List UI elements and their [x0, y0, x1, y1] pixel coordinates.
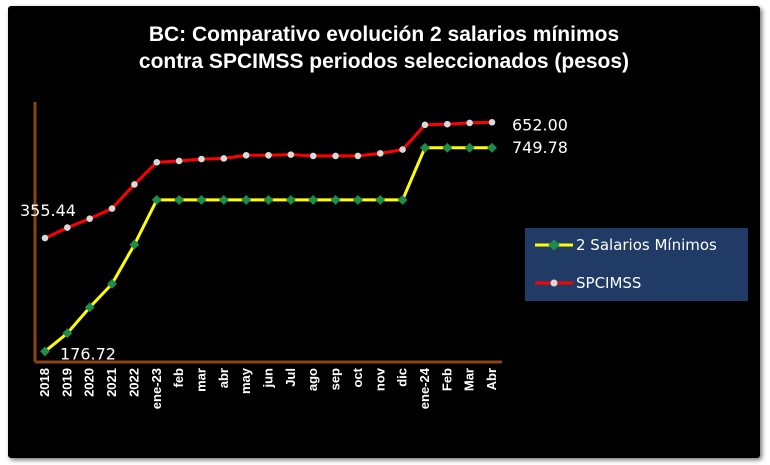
x-tick-label: ago — [305, 368, 320, 391]
point-1-0 — [41, 234, 49, 242]
point-1-9 — [242, 151, 250, 159]
point-0-17 — [420, 142, 430, 153]
point-0-19 — [464, 142, 475, 153]
point-1-13 — [332, 152, 339, 160]
point-0-20 — [487, 142, 497, 153]
point-0-10 — [263, 194, 274, 205]
point-1-10 — [265, 151, 272, 159]
x-tick-label: oct — [350, 367, 365, 387]
chart-title-line-1: BC: Comparativo evolución 2 salarios mín… — [149, 23, 619, 46]
line-chart: BC: Comparativo evolución 2 salarios mín… — [20, 23, 748, 409]
x-tick-label: Jul — [283, 368, 298, 387]
legend-label-salarios: 2 Salarios Mínimos — [576, 236, 717, 254]
x-tick-label: Mar — [462, 368, 477, 391]
point-0-4 — [129, 239, 140, 250]
point-1-3 — [108, 205, 116, 212]
x-tick-label: mar — [193, 368, 208, 392]
legend: 2 Salarios Mínimos SPCIMSS — [525, 228, 748, 301]
series-line-1 — [44, 120, 493, 240]
point-0-15 — [375, 194, 386, 205]
point-0-9 — [241, 194, 252, 205]
point-1-12 — [309, 152, 317, 160]
point-1-20 — [488, 118, 496, 126]
x-tick-label: feb — [171, 368, 186, 388]
point-1-7 — [198, 155, 205, 163]
legend-label-spcimss: SPCIMSS — [576, 274, 641, 292]
legend-marker-spcimss — [550, 279, 558, 287]
x-tick-label: 2019 — [59, 368, 74, 397]
point-1-1 — [64, 224, 71, 231]
point-1-8 — [220, 155, 228, 162]
x-tick-label: abr — [216, 368, 231, 388]
legend-box — [525, 228, 748, 301]
point-0-18 — [442, 142, 453, 153]
x-tick-label: ene-23 — [149, 368, 164, 409]
point-1-5 — [153, 158, 161, 166]
point-0-6 — [174, 194, 185, 205]
data-labels: 355.44 176.72 749.78 652.00 — [20, 115, 568, 363]
point-1-19 — [466, 119, 473, 127]
x-tick-label: dic — [395, 368, 410, 387]
x-tick-label: 2018 — [37, 368, 52, 397]
series-line-0 — [44, 146, 492, 353]
point-0-16 — [397, 194, 408, 205]
data-label-1: 176.72 — [60, 344, 116, 363]
legend-marker-salarios — [548, 239, 560, 251]
point-1-17 — [421, 121, 429, 129]
point-1-2 — [86, 215, 93, 222]
point-1-16 — [399, 146, 406, 153]
series-layer — [40, 118, 497, 357]
x-tick-label: may — [238, 367, 253, 394]
point-0-13 — [330, 194, 341, 205]
x-tick-label: 2020 — [82, 368, 97, 397]
x-tick-label: 2021 — [104, 368, 119, 397]
chart-title-line-2: contra SPCIMSS periodos seleccionados (p… — [139, 50, 629, 73]
point-1-14 — [354, 152, 362, 160]
x-tick-label: nov — [372, 367, 387, 391]
x-tick-label: Feb — [439, 368, 454, 391]
point-1-11 — [287, 151, 295, 158]
point-1-15 — [376, 150, 384, 157]
point-0-11 — [285, 194, 296, 205]
x-tick-labels: 2018 2019 2020 2021 2022 ene-23 feb mar abr may ju… — [37, 367, 499, 409]
point-0-12 — [308, 194, 319, 205]
chart-frame: BC: Comparativo evolución 2 salarios mín… — [8, 6, 760, 458]
point-1-4 — [131, 181, 138, 188]
point-0-5 — [151, 194, 162, 205]
x-tick-label: ene-24 — [417, 367, 432, 409]
x-tick-label: sep — [328, 368, 343, 390]
x-tick-label: Abr — [484, 368, 499, 390]
point-1-18 — [444, 120, 451, 128]
point-0-14 — [352, 194, 363, 205]
point-0-8 — [218, 194, 229, 205]
x-tick-label: jun — [261, 368, 276, 389]
point-0-7 — [196, 194, 207, 205]
data-label-2: 749.78 — [512, 138, 568, 157]
data-label-0: 355.44 — [20, 201, 76, 220]
data-label-3: 652.00 — [512, 115, 568, 134]
point-1-6 — [175, 157, 183, 165]
x-tick-label: 2022 — [126, 368, 141, 397]
